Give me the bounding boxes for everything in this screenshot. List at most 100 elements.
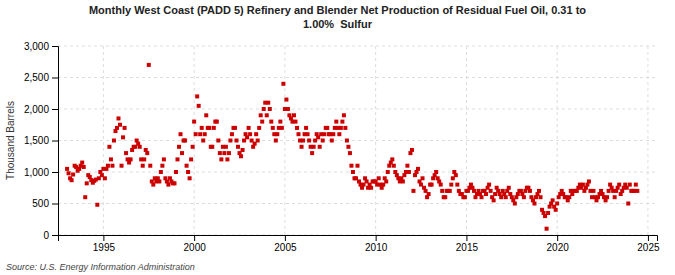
point xyxy=(322,132,326,136)
tick-label: 2010 xyxy=(365,242,388,253)
tick-label: 1995 xyxy=(93,242,116,253)
point xyxy=(306,132,310,136)
point xyxy=(440,189,444,193)
point xyxy=(188,176,192,180)
tick-mark xyxy=(557,235,558,241)
grid-line-x xyxy=(103,46,104,235)
point xyxy=(212,126,216,130)
tick: 3,000 xyxy=(24,41,58,52)
point xyxy=(234,139,238,143)
point xyxy=(307,139,311,143)
tick: 2010 xyxy=(365,235,388,253)
tick-label: 0 xyxy=(43,230,49,241)
point xyxy=(110,164,114,168)
point xyxy=(626,202,630,206)
tick: 2,500 xyxy=(24,72,58,83)
grid-line-x xyxy=(194,46,195,235)
point xyxy=(401,179,405,183)
point xyxy=(275,132,279,136)
grid-line-y xyxy=(58,109,657,110)
point xyxy=(112,139,116,143)
point xyxy=(233,126,237,130)
grid xyxy=(58,46,657,235)
tick-label: 1,500 xyxy=(24,135,49,146)
point xyxy=(292,113,296,117)
point xyxy=(455,183,459,187)
point xyxy=(189,157,193,161)
point xyxy=(195,94,199,98)
point xyxy=(200,126,204,130)
grid-line-y xyxy=(58,203,657,204)
point xyxy=(284,98,288,102)
point xyxy=(356,164,360,168)
point xyxy=(107,145,111,149)
grid-line-x xyxy=(375,46,376,235)
point xyxy=(339,126,343,130)
point xyxy=(123,126,127,130)
point xyxy=(147,63,151,67)
point xyxy=(109,157,113,161)
tick-mark xyxy=(466,235,467,241)
point xyxy=(634,183,638,187)
point xyxy=(174,170,178,174)
point xyxy=(239,154,243,158)
point xyxy=(377,176,381,180)
point xyxy=(148,164,152,168)
point xyxy=(103,176,107,180)
point xyxy=(228,139,232,143)
point xyxy=(545,227,549,231)
point xyxy=(348,151,352,155)
point xyxy=(278,120,282,124)
tick-label: 1,000 xyxy=(24,167,49,178)
point xyxy=(492,198,496,202)
point xyxy=(331,132,335,136)
point xyxy=(241,148,245,152)
title-line: 1.00% Sulfur xyxy=(303,18,373,30)
point xyxy=(215,120,219,124)
point xyxy=(280,126,284,130)
point xyxy=(269,120,273,124)
point xyxy=(225,157,229,161)
point xyxy=(591,189,595,193)
point xyxy=(635,189,639,193)
point xyxy=(192,120,196,124)
grid-line-y xyxy=(58,140,657,141)
point xyxy=(230,132,234,136)
plot-area: 199520002005201020152020202505001,0001,5… xyxy=(24,41,660,253)
point xyxy=(430,183,434,187)
point xyxy=(180,151,184,155)
point xyxy=(204,113,208,117)
grid-line-y xyxy=(58,77,657,78)
point xyxy=(507,186,511,190)
point xyxy=(120,164,124,168)
point xyxy=(449,183,453,187)
point xyxy=(118,123,122,127)
tick-label: 2005 xyxy=(274,242,297,253)
point xyxy=(386,170,390,174)
point xyxy=(628,183,632,187)
grid-line-x xyxy=(284,46,285,235)
point xyxy=(259,113,263,117)
point xyxy=(210,145,214,149)
point xyxy=(82,165,86,169)
point xyxy=(191,145,195,149)
y-axis-label: Thousand Barrels xyxy=(5,101,16,180)
axis-line xyxy=(52,47,59,236)
x-axis: 1995200020052010201520202025 xyxy=(59,235,660,253)
tick-label: 2000 xyxy=(184,242,207,253)
point xyxy=(85,181,89,185)
point xyxy=(448,189,452,193)
point xyxy=(160,164,164,168)
tick-mark xyxy=(52,109,58,110)
grid-line-x xyxy=(647,46,648,235)
point xyxy=(342,113,346,117)
point xyxy=(489,189,493,193)
point xyxy=(286,107,290,111)
tick: 2005 xyxy=(274,235,297,253)
point xyxy=(454,173,458,177)
point xyxy=(554,208,558,212)
tick-mark xyxy=(52,78,58,79)
point xyxy=(268,107,272,111)
point xyxy=(222,151,226,155)
point xyxy=(463,195,467,199)
